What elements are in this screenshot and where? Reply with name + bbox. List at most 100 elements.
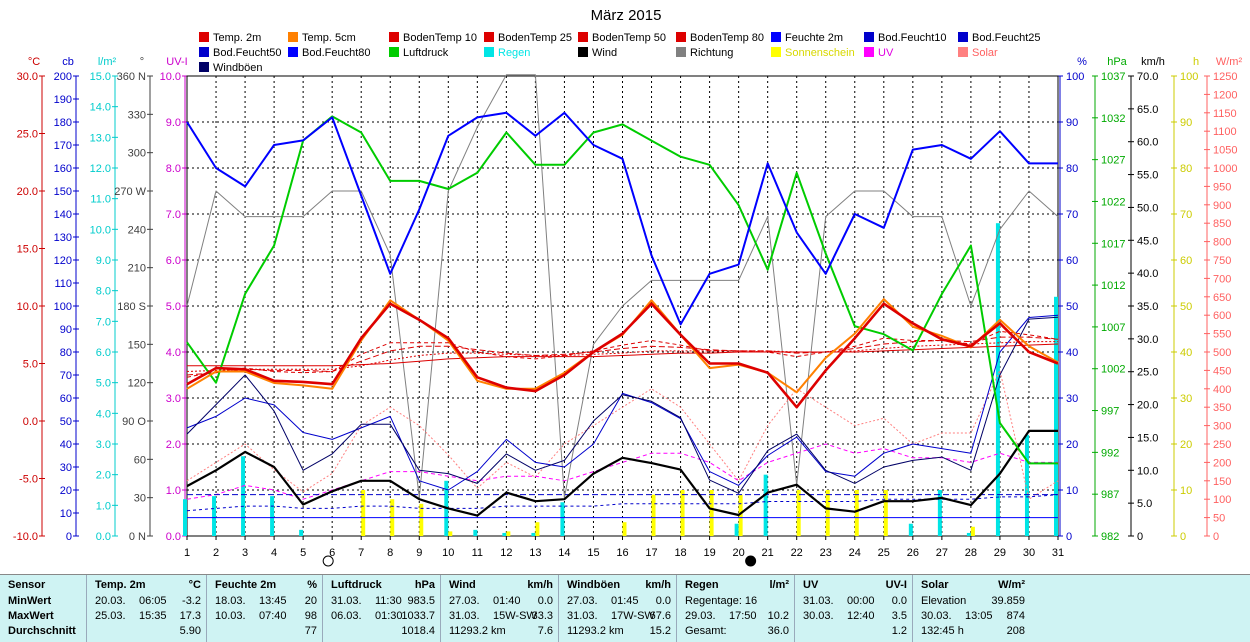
- stats-date: 132:45 h: [921, 625, 964, 637]
- sunshine-bar: [738, 494, 743, 536]
- axis-tick-label: 1200: [1213, 89, 1237, 101]
- x-tick-label: 12: [500, 547, 512, 559]
- axis-tick-label: 997: [1101, 406, 1119, 418]
- stats-date: 06.03.: [331, 610, 362, 622]
- stats-unit: km/h: [527, 579, 553, 591]
- legend-label: Bod.Feucht50: [213, 47, 282, 59]
- stats-time: 15:35: [139, 610, 167, 622]
- stats-column-regen: Regen l/m² Regentage: 16 29.03. 17:50 10.2 Ges…: [676, 575, 795, 642]
- stats-unit: hPa: [414, 579, 435, 591]
- stats-header: Sensor: [8, 579, 46, 591]
- axis-tick-label: 15.0: [1137, 432, 1158, 444]
- legend-label: BodenTemp 80: [690, 32, 764, 44]
- axis-tick-label: 1.0: [166, 485, 181, 497]
- stats-time: 00:00: [847, 595, 875, 607]
- axis-tick-label: 2.0: [166, 439, 181, 451]
- axis-tick-label: 600: [1213, 310, 1231, 322]
- axis-tick-label: 130: [54, 232, 72, 244]
- axis-tick-label: 950: [1213, 181, 1231, 193]
- stats-value: 0.0: [891, 595, 907, 607]
- legend-label: Bod.Feucht80: [302, 47, 371, 59]
- rain-bar: [763, 474, 768, 536]
- x-tick-label: 24: [849, 547, 861, 559]
- axis-tick-label: 10.0: [160, 71, 181, 83]
- axis-tick-label: 5.0: [23, 359, 38, 371]
- x-tick-label: 13: [529, 547, 541, 559]
- axis-unit-label: km/h: [1141, 56, 1165, 68]
- legend-label: Richtung: [690, 47, 733, 59]
- axis-tick-label: 90: [1180, 117, 1192, 129]
- legend-swatch: [484, 32, 494, 42]
- legend-label: BodenTemp 10: [403, 32, 477, 44]
- x-tick-label: 16: [616, 547, 628, 559]
- chart-legend: Temp. 2m Temp. 5cm BodenTemp 10 BodenTemp 2…: [199, 32, 1041, 74]
- axis-tick-label: 180 S: [117, 301, 146, 313]
- rain-bar: [270, 496, 275, 536]
- stats-row-label: MinWert: [8, 595, 52, 607]
- legend-label: Bod.Feucht10: [878, 32, 947, 44]
- stats-header: Temp. 2m: [95, 579, 146, 591]
- series-line-solar: [186, 369, 1059, 500]
- x-tick-label: 25: [878, 547, 890, 559]
- axis-tick-label: -5.0: [19, 474, 38, 486]
- axis-tick-label: 0.0: [166, 531, 181, 543]
- axis-tick-label: 3.0: [96, 439, 111, 451]
- axis-tick-label: 60: [1066, 255, 1078, 267]
- series-line-bodentemp-25: [186, 336, 1059, 376]
- axis-tick-label: 100: [1180, 71, 1198, 83]
- sunshine-bar: [419, 503, 424, 536]
- legend-swatch: [578, 47, 588, 57]
- x-tick-label: 5: [300, 547, 306, 559]
- stats-time: 06:05: [139, 595, 167, 607]
- x-tick-label: 8: [387, 547, 393, 559]
- axis-tick-label: 100: [1213, 494, 1231, 506]
- axis-tick-label: 7.0: [166, 209, 181, 221]
- axis-tick-label: 250: [1213, 439, 1231, 451]
- stats-date: Elevation: [921, 595, 967, 607]
- axis-tick-label: 50: [1180, 301, 1192, 313]
- axis-tick-label: 60: [1180, 255, 1192, 267]
- stats-value: 15.2: [649, 625, 671, 637]
- stats-column-feuchte: Feuchte 2m% 18.03. 13:45 20 10.03. 07:40 98 77: [206, 575, 323, 642]
- axis-tick-label: 1002: [1101, 364, 1125, 376]
- axis-tick-label: 1037: [1101, 71, 1125, 83]
- axis-tick-label: 70.0: [1137, 71, 1158, 83]
- stats-value: 208: [1006, 625, 1025, 637]
- sunshine-bar: [448, 531, 453, 536]
- rain-bar: [241, 456, 246, 536]
- stats-date: 10.03.: [215, 610, 246, 622]
- plot-bars: [183, 223, 1058, 536]
- stats-value: 874: [1006, 610, 1025, 622]
- legend-label: Temp. 2m: [213, 32, 261, 44]
- axis-tick-label: 3.0: [166, 393, 181, 405]
- series-line-bodentemp-50: [186, 341, 1058, 372]
- axis-tick-label: 550: [1213, 329, 1231, 341]
- rain-bar: [937, 490, 942, 536]
- stats-unit: %: [307, 579, 317, 591]
- axis-tick-label: 750: [1213, 255, 1231, 267]
- stats-date: 31.03.: [331, 595, 362, 607]
- x-tick-label: 23: [820, 547, 832, 559]
- axis-tick-label: 0.0: [96, 531, 111, 543]
- axis-tick-label: 1100: [1213, 126, 1237, 138]
- axis-unit-label: l/m²: [98, 56, 117, 68]
- stats-date: 31.03.: [567, 610, 598, 622]
- axis-tick-label: 10.0: [17, 301, 38, 313]
- stats-unit: W/m²: [998, 579, 1025, 591]
- x-tick-label: 18: [674, 547, 686, 559]
- rain-bar: [212, 496, 217, 536]
- axis-tick-label: 5.0: [1137, 498, 1152, 510]
- axis-tick-label: 7.0: [96, 316, 111, 328]
- axis-tick-label: 11.0: [90, 194, 111, 206]
- stats-header: Regen: [685, 579, 719, 591]
- axis-tick-label: 20: [1066, 439, 1078, 451]
- series-line-temp-2m: [186, 302, 1059, 409]
- axis-unit-label: %: [1077, 56, 1087, 68]
- legend-swatch: [771, 47, 781, 57]
- x-tick-label: 9: [416, 547, 422, 559]
- legend-swatch: [958, 32, 968, 42]
- axis-tick-label: 60: [134, 454, 146, 466]
- axis-tick-label: 9.0: [96, 255, 111, 267]
- x-tick-label: 27: [936, 547, 948, 559]
- stats-value: 17.3: [179, 610, 201, 622]
